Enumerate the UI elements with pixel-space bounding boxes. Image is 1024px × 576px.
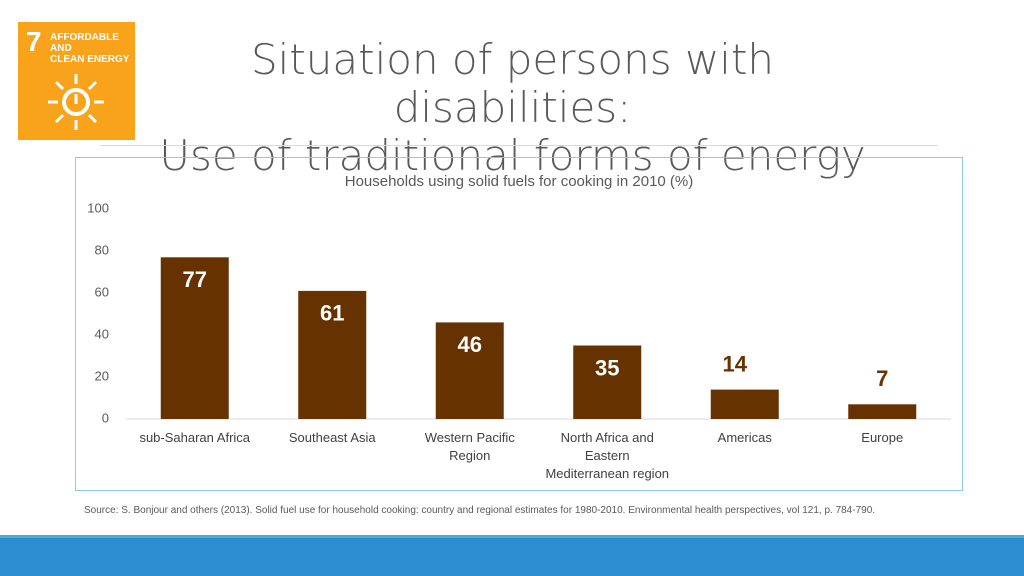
x-tick-label: North Africa and Eastern Mediterranean r…: [545, 430, 670, 481]
bar: [848, 404, 917, 419]
data-label: 14: [723, 351, 748, 376]
title-line: Use of traditional forms of energy: [159, 131, 866, 180]
data-label: 7: [876, 366, 888, 391]
x-tick-label: sub-Saharan Africa: [139, 430, 251, 445]
bar: [573, 345, 642, 419]
chart-frame: Households using solid fuels for cooking…: [75, 157, 963, 491]
y-tick-label: 40: [95, 326, 109, 341]
y-tick-label: 100: [87, 200, 109, 215]
slide-title: Situation of persons with disabilities: …: [140, 36, 885, 180]
footer-band: [0, 535, 1024, 576]
y-tick-label: 80: [95, 242, 109, 257]
title-line: Situation of persons with disabilities:: [250, 35, 775, 132]
x-tick-label: Americas: [717, 430, 772, 445]
chart-title: Households using solid fuels for cooking…: [345, 173, 694, 190]
y-tick-label: 20: [95, 368, 109, 383]
data-label: 35: [595, 355, 619, 380]
sdg-icon: 7 AFFORDABLE AND CLEAN ENERGY: [18, 22, 135, 140]
icon-line: AFFORDABLE AND: [50, 32, 119, 54]
icon-number: 7: [26, 26, 42, 57]
bar: [298, 290, 367, 419]
data-label: 46: [458, 332, 482, 357]
y-tick-label: 0: [102, 410, 109, 425]
icon-line: CLEAN ENERGY: [50, 54, 130, 65]
x-tick-label: Southeast Asia: [288, 430, 376, 445]
sun: [48, 74, 104, 130]
data-label: 77: [183, 267, 207, 292]
x-tick-label: Western Pacific Region: [424, 430, 515, 463]
bar: [710, 389, 779, 419]
chart: Households using solid fuels for cooking…: [87, 173, 951, 425]
y-tick-label: 60: [95, 284, 109, 299]
bar: [435, 322, 504, 419]
divider: [100, 145, 938, 146]
data-label: 61: [320, 301, 344, 326]
x-tick-label: Europe: [861, 430, 904, 445]
source-note: Source: S. Bonjour and others (2013). So…: [84, 505, 876, 516]
bar: [160, 257, 229, 419]
icon-text: AFFORDABLE AND CLEAN ENERGY: [50, 32, 135, 65]
